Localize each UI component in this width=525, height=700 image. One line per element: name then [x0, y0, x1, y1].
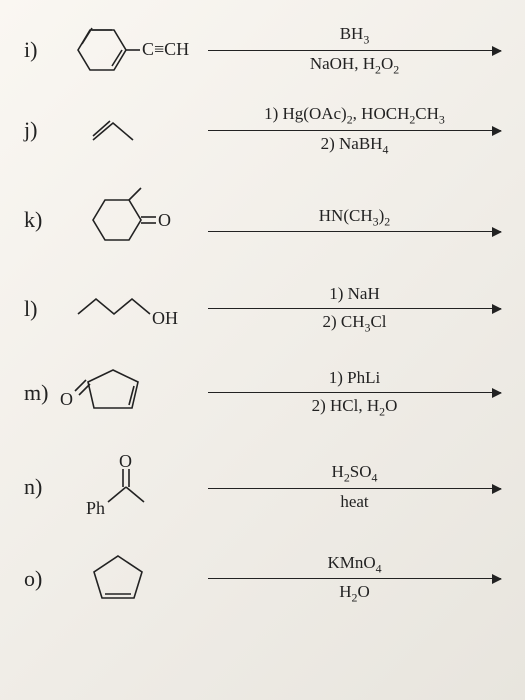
- problem-row: j) 1) Hg(OAc)2, HOCH2CH3 2) NaBH4: [24, 104, 501, 156]
- structure-2-methylcyclohexanone: O: [58, 180, 198, 260]
- structure-butanol: OH: [58, 284, 198, 334]
- reagent-top: BH3: [208, 24, 501, 47]
- problem-row: k) O HN(CH3)2: [24, 180, 501, 260]
- arrow-icon: [208, 308, 501, 309]
- problem-page: i) C≡CH BH3 NaOH, H2O2 j): [0, 0, 525, 700]
- reagent-bottom: 2) NaBH4: [208, 134, 501, 157]
- arrow-icon: [208, 130, 501, 131]
- reagent-top: 1) PhLi: [208, 368, 501, 388]
- problem-label: n): [24, 474, 58, 500]
- problem-label: i): [24, 37, 58, 63]
- reaction-arrow: HN(CH3)2: [198, 206, 501, 236]
- problem-row: i) C≡CH BH3 NaOH, H2O2: [24, 20, 501, 80]
- hydroxyl-group: OH: [152, 308, 178, 328]
- structure-cyclopentenone: O: [58, 358, 198, 428]
- reagent-bottom: NaOH, H2O2: [208, 54, 501, 77]
- problem-row: o) KMnO4 H2O: [24, 546, 501, 611]
- alkyne-substituent: C≡CH: [142, 39, 189, 59]
- reaction-arrow: 1) NaH 2) CH3Cl: [198, 284, 501, 334]
- problem-label: k): [24, 207, 58, 233]
- structure-phenylacetylene: C≡CH: [58, 20, 198, 80]
- arrow-icon: [208, 488, 501, 489]
- problem-label: j): [24, 117, 58, 143]
- reaction-arrow: 1) PhLi 2) HCl, H2O: [198, 368, 501, 418]
- carbonyl-oxygen: O: [119, 452, 132, 471]
- reaction-arrow: 1) Hg(OAc)2, HOCH2CH3 2) NaBH4: [198, 104, 501, 156]
- arrow-icon: [208, 231, 501, 232]
- arrow-icon: [208, 50, 501, 51]
- reagent-bottom: heat: [208, 492, 501, 512]
- problem-label: l): [24, 296, 58, 322]
- problem-row: l) OH 1) NaH 2) CH3Cl: [24, 284, 501, 334]
- reagent-top: 1) NaH: [208, 284, 501, 304]
- arrow-icon: [208, 578, 501, 579]
- reagent-bottom: 2) HCl, H2O: [208, 396, 501, 419]
- reaction-arrow: H2SO4 heat: [198, 462, 501, 512]
- structure-cyclopentene: [58, 546, 198, 611]
- problem-row: n) O Ph H2SO4 heat: [24, 452, 501, 522]
- reaction-arrow: KMnO4 H2O: [198, 553, 501, 605]
- reagent-top: HN(CH3)2: [208, 206, 501, 229]
- reagent-bottom: H2O: [208, 582, 501, 605]
- reagent-top: H2SO4: [208, 462, 501, 485]
- arrow-icon: [208, 392, 501, 393]
- reagent-top: KMnO4: [208, 553, 501, 576]
- problem-label: m): [24, 380, 58, 406]
- phenyl-group: Ph: [86, 498, 105, 518]
- structure-acetophenone: O Ph: [58, 452, 198, 522]
- reaction-arrow: BH3 NaOH, H2O2: [198, 24, 501, 76]
- structure-propene: [58, 108, 198, 153]
- problem-label: o): [24, 566, 58, 592]
- reagent-top: 1) Hg(OAc)2, HOCH2CH3: [208, 104, 501, 127]
- problem-row: m) O 1) PhLi 2) HCl, H2O: [24, 358, 501, 428]
- carbonyl-oxygen: O: [60, 389, 73, 409]
- carbonyl-oxygen: O: [158, 210, 171, 230]
- reagent-bottom: 2) CH3Cl: [208, 312, 501, 335]
